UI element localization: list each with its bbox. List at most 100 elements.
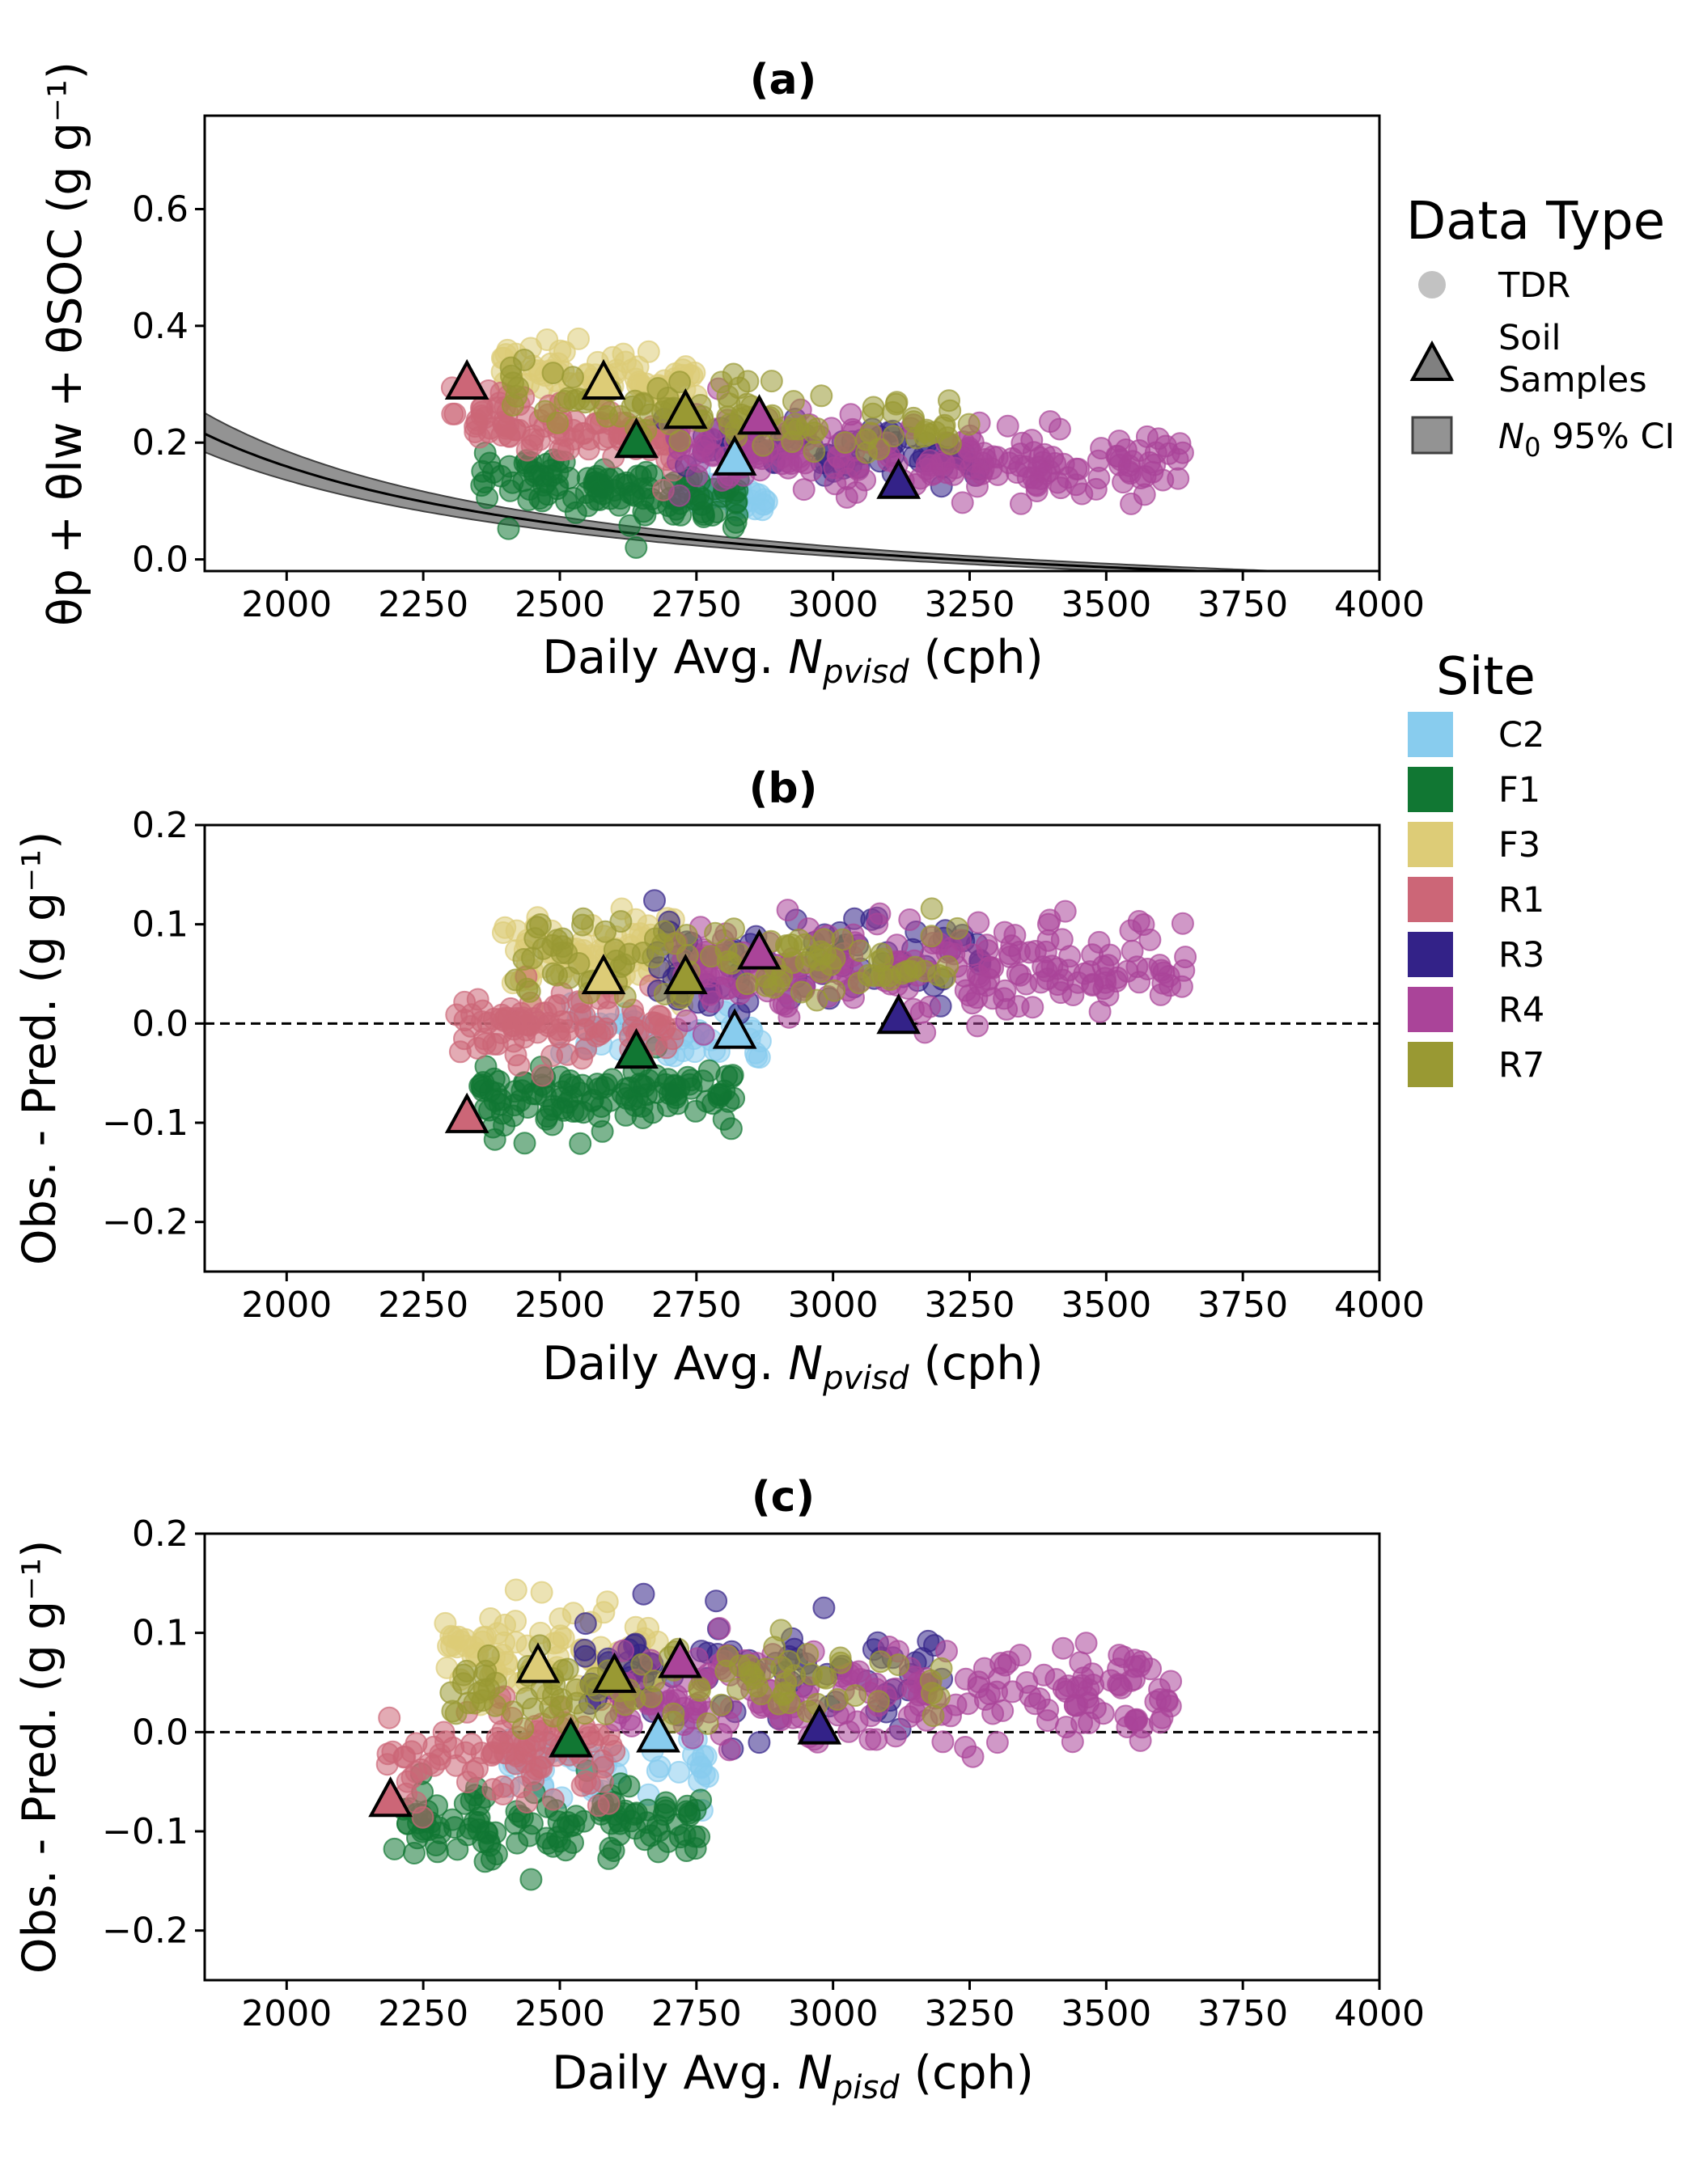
tdr-point-R4	[667, 484, 691, 507]
tdr-point-R7	[867, 438, 891, 461]
tdr-point-R4	[692, 1022, 715, 1046]
tdr-point-R4	[972, 1657, 996, 1680]
y-tick-label: −0.2	[102, 1202, 189, 1243]
tdr-point-R7	[800, 1662, 824, 1686]
tdr-point-F1	[477, 1830, 501, 1853]
tdr-point-R1	[453, 990, 477, 1014]
tdr-point-F1	[463, 1810, 486, 1834]
tdr-point-R7	[933, 413, 956, 437]
legend-soil-samples-label: Soil Samples	[1498, 318, 1647, 400]
legend-site-label-R7: R7	[1498, 1045, 1544, 1086]
x-tick-label: 2250	[378, 584, 468, 625]
tdr-point-R4	[954, 1667, 977, 1691]
tdr-point-R7	[882, 425, 905, 448]
tdr-point-R3	[643, 889, 666, 912]
panel-a-x-axis: 2000 2250 2500 2750 3000 3250 3500 3750 4000	[241, 571, 1425, 625]
tdr-point-R1	[453, 1027, 476, 1051]
tdr-point-R7	[593, 397, 616, 421]
y-tick-label: 0.0	[132, 540, 189, 581]
x-tick-label: 3500	[1061, 1993, 1151, 2034]
legend-site-swatch-R7	[1408, 1042, 1453, 1087]
tdr-point-R1	[532, 1746, 556, 1770]
tdr-point-R7	[728, 1654, 752, 1678]
legend-site-label-F3: F3	[1498, 825, 1540, 866]
tdr-point-R1	[443, 402, 467, 425]
tdr-point-R4	[996, 414, 1019, 438]
tdr-point-F3	[439, 1624, 463, 1648]
tdr-point-F1	[624, 1094, 646, 1117]
tdr-point-R7	[513, 349, 536, 371]
x-tick-label: 4000	[1334, 1993, 1425, 2034]
panel-a-y-axis: 0.0 0.2 0.4 0.6	[132, 188, 205, 581]
tdr-point-R4	[1119, 919, 1142, 942]
tdr-point-R7	[946, 916, 969, 940]
x-tick-label: 3250	[924, 1993, 1015, 2034]
tdr-point-R7	[668, 370, 692, 394]
y-tick-label: 0.1	[132, 1613, 189, 1654]
tdr-point-R7	[810, 384, 833, 408]
tdr-point-R7	[511, 1716, 535, 1740]
tdr-point-R4	[1074, 1632, 1098, 1655]
legend-site-label-F1: F1	[1498, 770, 1540, 811]
tdr-point-R4	[1167, 467, 1190, 490]
soil-sample-R7	[663, 953, 708, 995]
tdr-point-R3	[705, 1589, 728, 1613]
tdr-point-R7	[710, 1693, 733, 1716]
tdr-point-F1	[637, 1069, 660, 1092]
tdr-point-R4	[865, 1728, 888, 1751]
legend-data-type: Data Type TDR Soil Samples N0 95% CI	[1406, 192, 1675, 463]
tdr-point-R7	[920, 925, 943, 948]
x-tick-label: 2500	[515, 1285, 605, 1326]
tdr-point-R4	[792, 478, 816, 502]
legend-site-label-R3: R3	[1498, 935, 1544, 976]
tdr-point-R1	[409, 1758, 433, 1781]
panel-a-y-label: θp + θlw + θSOC (g g⁻¹)	[39, 61, 92, 626]
tdr-point-C2	[688, 1770, 711, 1793]
tdr-point-F1	[697, 1059, 721, 1082]
tdr-point-R7	[828, 1646, 852, 1670]
tdr-point-R7	[784, 413, 807, 436]
tdr-point-F1	[717, 1090, 740, 1113]
tdr-point-R4	[898, 908, 922, 931]
tdr-point-R4	[1063, 1694, 1087, 1717]
x-tick-label: 3500	[1061, 1285, 1151, 1326]
tdr-point-R7	[831, 928, 854, 951]
tdr-point-R7	[921, 1682, 943, 1705]
panel-c-frame	[203, 1532, 1381, 1982]
tdr-point-R4	[1128, 439, 1151, 462]
tdr-point-R4	[1157, 442, 1180, 465]
tdr-point-F1	[519, 1868, 543, 1891]
soil-sample-C2	[712, 434, 757, 476]
tdr-point-R4	[1069, 1651, 1092, 1674]
panel-b-y-label: Obs. - Pred. (g g⁻¹)	[13, 832, 66, 1266]
tdr-point-R4	[1105, 444, 1129, 468]
tdr-point-R7	[550, 1695, 574, 1718]
tdr-point-R7	[857, 963, 880, 987]
y-tick-label: 0.6	[132, 188, 189, 230]
legend-site-swatch-F1	[1408, 767, 1453, 812]
tdr-point-R7	[523, 927, 547, 950]
tdr-point-F1	[676, 1794, 699, 1818]
panel-c-x-axis: 2000 2250 2500 2750 3000 3250 3500 3750 4000	[241, 1980, 1425, 2034]
y-tick-label: 0.0	[132, 1712, 189, 1753]
panel-a-x-label: Daily Avg. Npvisd (cph)	[542, 631, 1043, 691]
tdr-point-R1	[541, 1788, 565, 1811]
tdr-point-R7	[823, 979, 846, 1002]
legend-ci-label: N0 95% CI	[1498, 417, 1675, 463]
soil-sample-C2	[712, 1008, 757, 1049]
x-tick-label: 2000	[241, 1993, 332, 2034]
x-tick-label: 3750	[1197, 584, 1288, 625]
legend-tdr-label: TDR	[1498, 265, 1570, 306]
tdr-point-R1	[491, 1783, 515, 1805]
tdr-point-R1	[591, 1749, 614, 1772]
tdr-point-R4	[903, 1700, 926, 1724]
x-tick-label: 3500	[1061, 584, 1151, 625]
tdr-point-R4	[961, 1745, 985, 1768]
x-tick-label: 3750	[1197, 1285, 1288, 1326]
legend-site: Site C2 F1 F3 R1 R3 R4 R7	[1408, 647, 1544, 1087]
soil-sample-F1	[614, 417, 659, 459]
panel-c-x-label: Daily Avg. Npisd (cph)	[552, 2046, 1034, 2106]
tdr-point-F1	[557, 1814, 581, 1838]
legend-site-swatch-C2	[1408, 712, 1453, 757]
panel-c: (c) 2000 2250 2500 2750 3000 3250 3500 3750 4000…	[13, 1473, 1425, 2106]
